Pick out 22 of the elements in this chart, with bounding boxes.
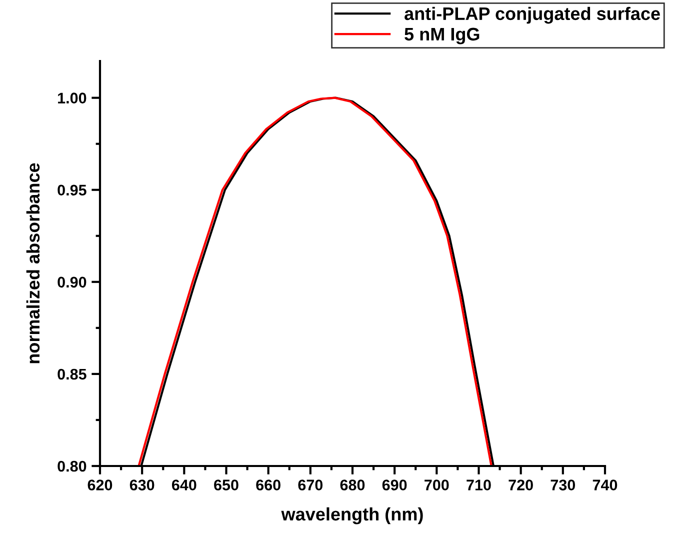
y-tick-label: 1.00 xyxy=(58,92,86,104)
x-tick-label: 730 xyxy=(550,480,576,490)
x-tick-label: 690 xyxy=(382,480,407,490)
y-tick-label: 0.85 xyxy=(58,368,86,380)
y-axis-title: normalized absorbance xyxy=(26,163,40,364)
x-tick-label: 620 xyxy=(88,480,112,490)
x-tick-label: 740 xyxy=(592,480,618,490)
x-tick-label: 710 xyxy=(466,480,491,490)
x-tick-label: 670 xyxy=(298,480,323,490)
y-tick-label: 0.90 xyxy=(58,276,86,288)
x-tick-label: 680 xyxy=(340,480,365,490)
x-tick-label: 720 xyxy=(508,480,533,490)
x-axis-title: wavelength (nm) xyxy=(281,507,423,524)
x-tick-label: 700 xyxy=(424,480,449,490)
y-tick-label: 0.95 xyxy=(58,184,86,196)
x-tick-label: 630 xyxy=(130,480,154,490)
y-tick-label: 0.80 xyxy=(58,460,86,472)
legend-label: anti-PLAP conjugated surface xyxy=(404,6,660,24)
x-tick-label: 650 xyxy=(214,480,238,490)
x-tick-label: 660 xyxy=(256,480,280,490)
legend-label: 5 nM IgG xyxy=(404,28,480,44)
x-tick-label: 640 xyxy=(172,480,196,490)
